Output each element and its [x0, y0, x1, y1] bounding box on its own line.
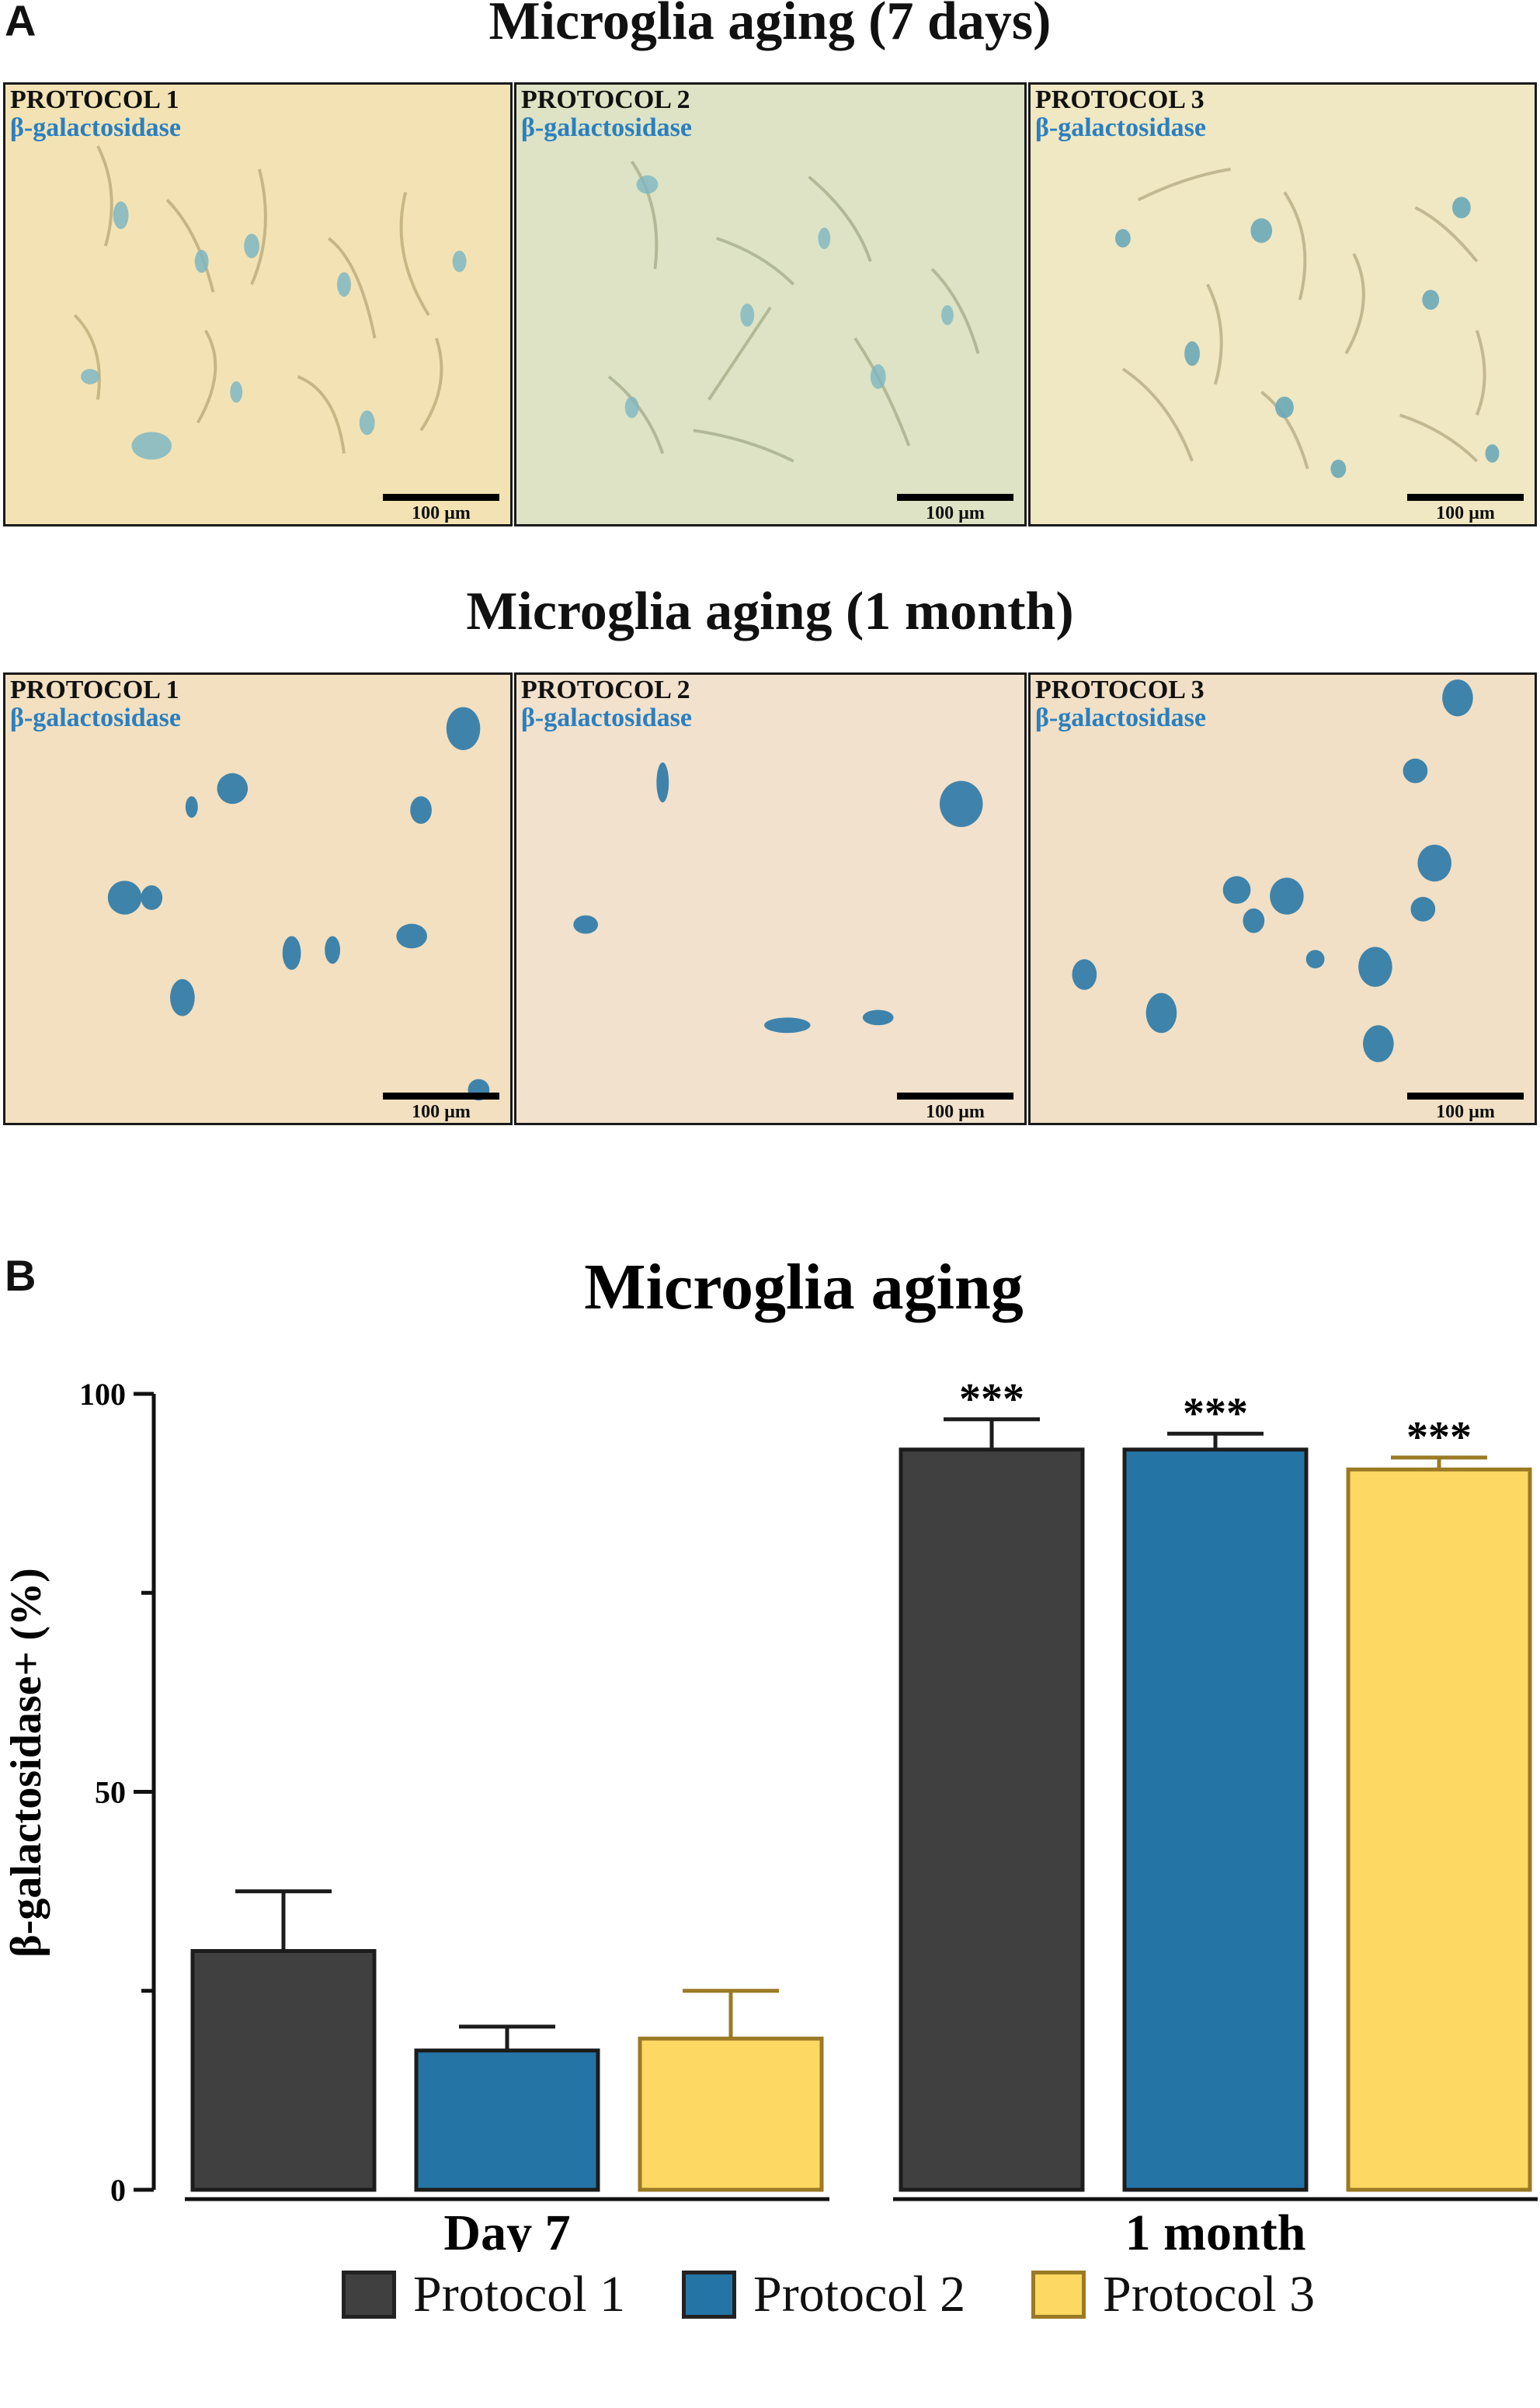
micrograph-protocol-label: PROTOCOL 2 — [521, 85, 690, 114]
legend-label: Protocol 2 — [753, 2266, 966, 2323]
micrograph-protocol-label: PROTOCOL 2 — [521, 676, 690, 704]
y-tick-label: 50 — [95, 1775, 126, 1810]
scale-bar-label: 100 µm — [412, 1102, 471, 1122]
legend-label: Protocol 3 — [1103, 2266, 1316, 2323]
axes: 0 50 100 Day 7 1 month — [79, 1377, 1538, 2252]
micrograph-stain-label: β-galactosidase — [10, 704, 182, 732]
panel-b-letter: B — [5, 1251, 37, 1300]
chart-title: Microglia aging — [584, 1251, 1023, 1323]
y-tick-label: 0 — [110, 2173, 126, 2208]
significance-label: *** — [1183, 1389, 1248, 1437]
row1-title: Microglia aging (7 days) — [488, 0, 1052, 51]
micrograph-stain-label: β-galactosidase — [1035, 113, 1207, 142]
micrograph-protocol-label: PROTOCOL 1 — [10, 85, 179, 114]
micrograph-protocol-label: PROTOCOL 3 — [1035, 676, 1205, 704]
micrograph-1m-protocol-3: PROTOCOL 3 β-galactosidase 100 µm — [1028, 672, 1537, 1125]
micrograph-1m-protocol-2: PROTOCOL 2 β-galactosidase 100 µm — [514, 672, 1027, 1125]
legend-item: Protocol 2 — [682, 2264, 965, 2326]
category-label: 1 month — [1125, 2205, 1306, 2252]
bar-2-1 — [1122, 1447, 1309, 2192]
micrograph-1m-protocol-1: PROTOCOL 1 β-galactosidase 100 µm — [3, 672, 513, 1125]
scale-bar — [383, 494, 499, 501]
scale-bar — [897, 494, 1013, 501]
significance-label: *** — [959, 1375, 1024, 1423]
micrograph-protocol-label: PROTOCOL 1 — [10, 676, 179, 704]
scale-bar — [1407, 1093, 1524, 1100]
bar-3-1 — [1346, 1467, 1532, 2192]
scale-bar — [383, 1093, 499, 1100]
micrograph-7d-protocol-3: PROTOCOL 3 β-galactosidase 100 µm — [1028, 82, 1537, 526]
significance-label: *** — [1406, 1413, 1472, 1461]
legend-item: Protocol 1 — [342, 2264, 625, 2326]
bar-3-0 — [638, 2036, 824, 2192]
y-axis-label: β-galactosidase+ (%) — [2, 1568, 50, 1958]
micrograph-stain-label: β-galactosidase — [1035, 704, 1207, 732]
micrograph-protocol-label: PROTOCOL 3 — [1035, 85, 1205, 114]
legend-swatch — [1031, 2271, 1086, 2319]
scale-bar-label: 100 µm — [1436, 1102, 1495, 1122]
legend-swatch — [342, 2271, 396, 2319]
legend-item: Protocol 3 — [1031, 2264, 1315, 2326]
category-label: Day 7 — [443, 2205, 570, 2252]
legend-label: Protocol 1 — [413, 2266, 626, 2323]
bar-1-1 — [899, 1447, 1085, 2192]
bars: *** *** *** — [190, 1375, 1532, 2192]
scale-bar — [1407, 494, 1524, 501]
row2-title: Microglia aging (1 month) — [466, 582, 1074, 641]
bar-1-0 — [190, 1949, 377, 2192]
scale-bar — [897, 1093, 1013, 1100]
bar-2-0 — [414, 2048, 600, 2192]
scale-bar-label: 100 µm — [1436, 503, 1495, 523]
scale-bar-label: 100 µm — [926, 1102, 985, 1122]
micrograph-7d-protocol-1: PROTOCOL 1 β-galactosidase 100 µm — [3, 82, 513, 526]
micrograph-stain-label: β-galactosidase — [521, 113, 693, 142]
micrograph-stain-label: β-galactosidase — [10, 113, 182, 142]
micrograph-7d-protocol-2: PROTOCOL 2 β-galactosidase 100 µm — [514, 82, 1027, 526]
y-tick-label: 100 — [79, 1377, 126, 1412]
scale-bar-label: 100 µm — [412, 503, 471, 523]
bar-chart: Microglia aging β-galactosidase+ (%) 0 50… — [2, 1251, 1538, 2252]
panel-a-letter: A — [5, 0, 37, 45]
legend-swatch — [682, 2271, 736, 2319]
scale-bar-label: 100 µm — [926, 503, 985, 523]
micrograph-stain-label: β-galactosidase — [521, 704, 693, 732]
